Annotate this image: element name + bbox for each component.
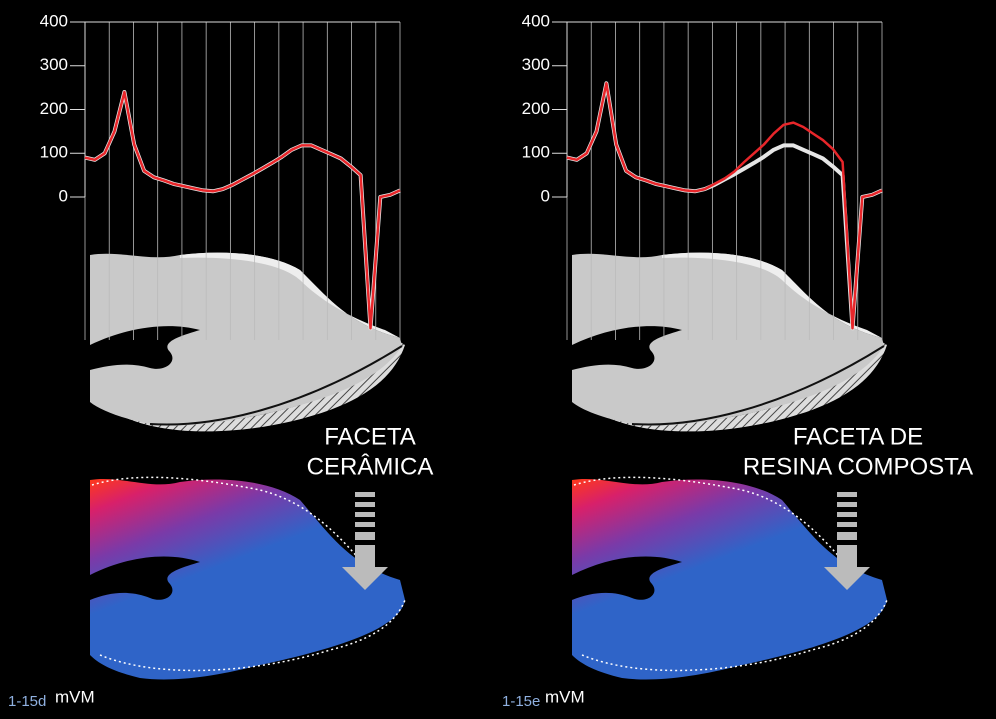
y-tick-label: 100 xyxy=(40,143,68,162)
y-tick-label: 0 xyxy=(59,186,68,205)
tooth-diagram xyxy=(572,253,887,432)
y-tick-label: 100 xyxy=(522,143,550,162)
y-tick-label: 300 xyxy=(522,55,550,74)
caption: CERÂMICA xyxy=(307,453,434,480)
y-tick-label: 0 xyxy=(541,186,550,205)
stress-map xyxy=(90,477,405,679)
y-tick-label: 400 xyxy=(40,11,68,30)
caption: RESINA COMPOSTA xyxy=(743,453,973,480)
y-tick-label: 200 xyxy=(40,99,68,118)
y-tick-label: 400 xyxy=(522,11,550,30)
stress-map xyxy=(572,477,887,679)
y-tick-label: 200 xyxy=(522,99,550,118)
figure-label: 1-15e xyxy=(502,693,540,710)
tooth-diagram xyxy=(90,253,405,432)
unit-label: mVM xyxy=(545,687,585,706)
figure-label: 1-15d xyxy=(8,693,46,710)
figure: 0 100 200 300 400 FACETA CERÂMICA 1-15d mVM 0 100 2… xyxy=(0,0,996,714)
caption: FACETA xyxy=(324,423,416,450)
unit-label: mVM xyxy=(55,687,95,706)
caption: FACETA DE xyxy=(793,423,923,450)
y-tick-label: 300 xyxy=(40,55,68,74)
